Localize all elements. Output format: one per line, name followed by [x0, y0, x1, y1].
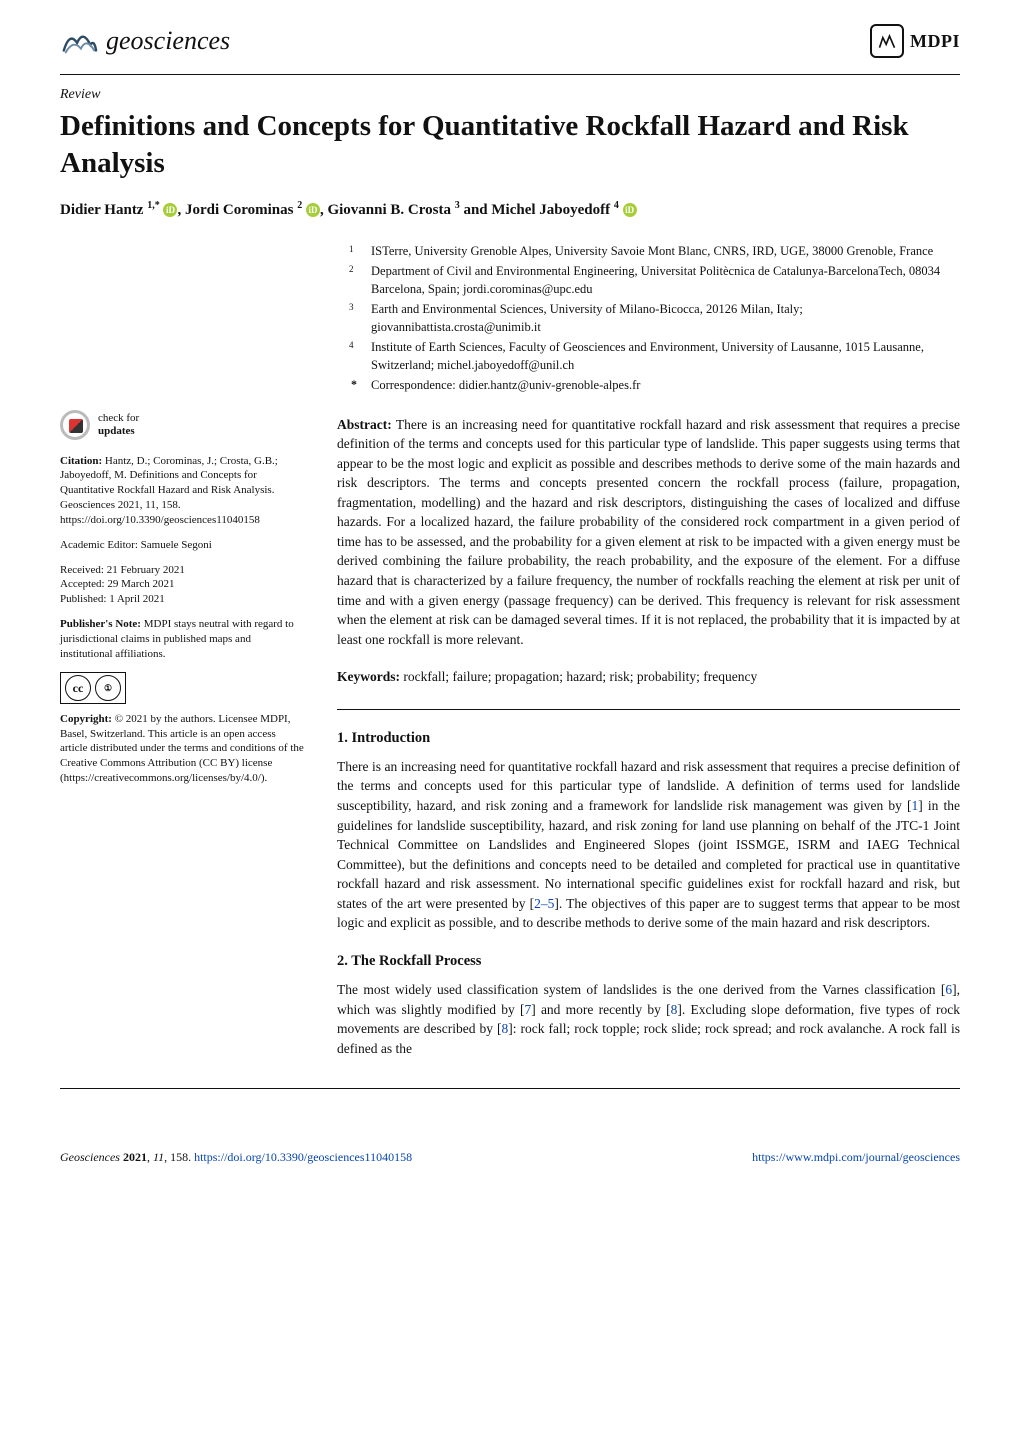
- section-1-heading: 1. Introduction: [337, 728, 960, 749]
- corr-star: *: [351, 376, 357, 393]
- geosciences-journal-icon: [60, 22, 98, 60]
- correspondence-text: Correspondence: didier.hantz@univ-grenob…: [371, 378, 640, 392]
- affiliation-3: 3Earth and Environmental Sciences, Unive…: [371, 300, 960, 336]
- ref-2-5-link[interactable]: 2–5: [534, 896, 554, 911]
- doi-link[interactable]: https://doi.org/10.3390/geosciences11040…: [194, 1150, 412, 1164]
- section-2-heading: 2. The Rockfall Process: [337, 951, 960, 972]
- editor-block: Academic Editor: Samuele Segoni: [60, 538, 305, 553]
- section-rockfall-process: 2. The Rockfall Process The most widely …: [337, 951, 960, 1058]
- check-line-2: updates: [98, 425, 135, 437]
- ref-7-link[interactable]: 7: [524, 1002, 531, 1017]
- author-3-sup: 3: [455, 200, 460, 211]
- copyright-label: Copyright:: [60, 713, 112, 725]
- pubnote-label: Publisher's Note:: [60, 618, 141, 630]
- editor-name: Samuele Segoni: [141, 539, 212, 551]
- author-4: Michel Jaboyedoff: [491, 202, 610, 218]
- author-4-sup: 4: [614, 200, 619, 211]
- affiliations-list: 1ISTerre, University Grenoble Alpes, Uni…: [337, 242, 960, 395]
- authors-line: Didier Hantz 1,* iD, Jordi Corominas 2 i…: [60, 199, 960, 222]
- abstract-label: Abstract:: [337, 417, 392, 432]
- main-column: 1 ISTerre, University Grenoble Alpes, Uni…: [337, 242, 960, 1059]
- date-received: Received: 21 February 2021: [60, 563, 305, 578]
- keywords-label: Keywords:: [337, 669, 400, 684]
- author-2-sup: 2: [297, 200, 302, 211]
- dates-block: Received: 21 February 2021 Accepted: 29 …: [60, 563, 305, 608]
- footer: Geosciences 2021, 11, 158. https://doi.o…: [0, 1089, 1020, 1190]
- orcid-icon: iD: [163, 203, 177, 217]
- check-updates-text: check for updates: [98, 412, 139, 436]
- citation-block: Citation: Hantz, D.; Corominas, J.; Cros…: [60, 454, 305, 528]
- abstract: Abstract: There is an increasing need fo…: [337, 415, 960, 650]
- article-type: Review: [60, 85, 960, 108]
- publishers-note-block: Publisher's Note: MDPI stays neutral wit…: [60, 617, 305, 662]
- author-3: Giovanni B. Crosta: [327, 202, 451, 218]
- citation-label: Citation:: [60, 455, 102, 467]
- publisher-logo: MDPI: [870, 24, 960, 58]
- publisher-name: MDPI: [910, 28, 960, 54]
- ref-8b-link[interactable]: 8: [501, 1021, 508, 1036]
- abstract-rule: [337, 709, 960, 710]
- ref-1-link[interactable]: 1: [912, 798, 919, 813]
- header: geosciences MDPI: [0, 0, 1020, 70]
- left-metadata-column: check for updates Citation: Hantz, D.; C…: [60, 242, 305, 1059]
- cc-badges: cc ①: [60, 672, 305, 704]
- footer-left: Geosciences 2021, 11, 158. https://doi.o…: [60, 1149, 412, 1166]
- affiliation-2-text: Department of Civil and Environmental En…: [371, 264, 940, 296]
- affiliation-1-text: ISTerre, University Grenoble Alpes, Univ…: [371, 244, 933, 258]
- ref-8-link[interactable]: 8: [671, 1002, 678, 1017]
- copyright-block: Copyright: © 2021 by the authors. Licens…: [60, 712, 305, 786]
- journal-logo: geosciences: [60, 22, 230, 60]
- section-2-paragraph: The most widely used classification syst…: [337, 980, 960, 1058]
- author-1: Didier Hantz: [60, 202, 143, 218]
- ref-6-link[interactable]: 6: [945, 982, 952, 997]
- check-for-updates[interactable]: check for updates: [60, 410, 305, 440]
- orcid-icon: iD: [623, 203, 637, 217]
- orcid-icon: iD: [306, 203, 320, 217]
- affiliation-4: 4Institute of Earth Sciences, Faculty of…: [371, 338, 960, 374]
- author-1-sup: 1,*: [147, 200, 160, 211]
- editor-label: Academic Editor:: [60, 539, 138, 551]
- section-introduction: 1. Introduction There is an increasing n…: [337, 728, 960, 933]
- check-line-1: check for: [98, 412, 139, 424]
- check-updates-icon: [60, 410, 90, 440]
- cc-icon: cc: [65, 675, 91, 701]
- abstract-text: There is an increasing need for quantita…: [337, 417, 960, 647]
- affiliation-2: 2Department of Civil and Environmental E…: [371, 262, 960, 298]
- affiliation-3-text: Earth and Environmental Sciences, Univer…: [371, 302, 803, 334]
- keywords: Keywords: rockfall; failure; propagation…: [337, 667, 960, 687]
- correspondence: *Correspondence: didier.hantz@univ-greno…: [371, 376, 960, 394]
- journal-name: geosciences: [106, 22, 230, 60]
- section-1-paragraph: There is an increasing need for quantita…: [337, 757, 960, 933]
- author-2: Jordi Corominas: [185, 202, 293, 218]
- by-icon: ①: [95, 675, 121, 701]
- footer-right: https://www.mdpi.com/journal/geosciences: [752, 1149, 960, 1166]
- journal-url-link[interactable]: https://www.mdpi.com/journal/geosciences: [752, 1150, 960, 1164]
- date-accepted: Accepted: 29 March 2021: [60, 577, 305, 592]
- article-title: Definitions and Concepts for Quantitativ…: [60, 108, 960, 181]
- date-published: Published: 1 April 2021: [60, 592, 305, 607]
- authors-and: and: [463, 202, 491, 218]
- keywords-text: rockfall; failure; propagation; hazard; …: [403, 669, 757, 684]
- affiliation-1: 1ISTerre, University Grenoble Alpes, Uni…: [371, 242, 960, 260]
- affiliation-4-text: Institute of Earth Sciences, Faculty of …: [371, 340, 924, 372]
- mdpi-mark-icon: [870, 24, 904, 58]
